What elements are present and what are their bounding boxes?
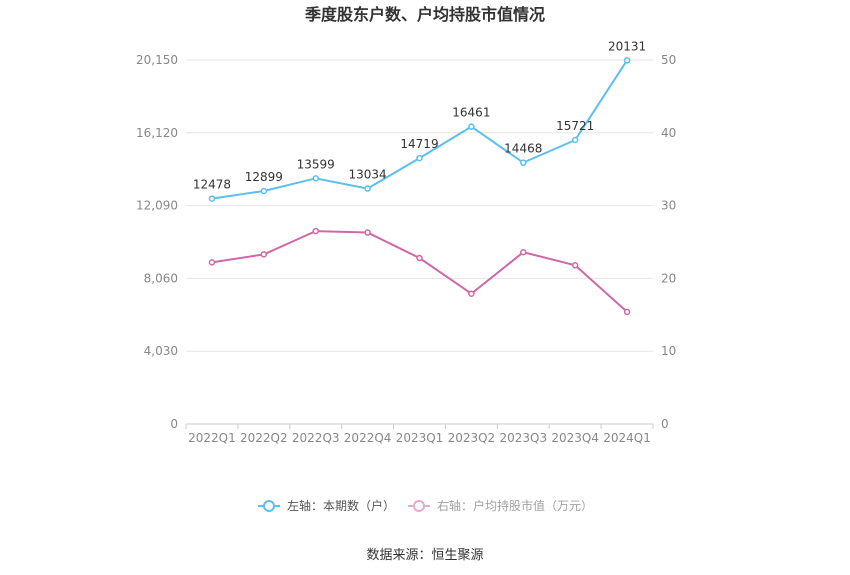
data-point[interactable] <box>416 154 423 162</box>
data-point[interactable] <box>468 290 475 297</box>
data-point[interactable] <box>208 259 216 266</box>
data-label: 13034 <box>349 168 387 182</box>
x-tick-label: 2022Q2 <box>240 431 288 445</box>
data-point[interactable] <box>623 57 631 64</box>
data-label: 20131 <box>608 39 646 53</box>
left-tick-label: 20,150 <box>136 53 178 67</box>
data-point[interactable] <box>364 185 371 192</box>
left-tick-label: 4,030 <box>144 344 178 358</box>
chart-title: 季度股东户数、户均持股市值情况 <box>304 5 545 24</box>
legend-item-0[interactable]: 左轴：本期数（户） <box>258 498 395 513</box>
data-label: 15721 <box>556 119 594 133</box>
left-tick-label: 16,120 <box>136 126 178 140</box>
legend-label: 左轴：本期数（户） <box>287 498 395 513</box>
legend-marker <box>413 500 425 512</box>
data-label: 12899 <box>245 170 283 184</box>
data-point[interactable] <box>312 175 319 182</box>
data-point[interactable] <box>520 248 527 256</box>
data-point[interactable] <box>571 262 579 269</box>
data-label: 12478 <box>193 178 231 192</box>
left-axis: 0 4,030 8,060 12,090 16,120 20,150 <box>136 53 178 431</box>
data-point[interactable] <box>468 123 475 130</box>
grid <box>186 59 653 352</box>
data-point[interactable] <box>520 159 527 166</box>
legend-marker <box>263 500 275 512</box>
data-label: 13599 <box>297 157 335 171</box>
data-point[interactable] <box>416 254 423 262</box>
legend-label: 右轴：户均持股市值（万元） <box>437 498 593 513</box>
data-point[interactable] <box>364 229 371 236</box>
series-layer: 12478 12899 13599 13034 14719 16461 14468 15721… <box>193 39 646 316</box>
data-point[interactable] <box>623 308 631 316</box>
x-tick-label: 2022Q1 <box>188 431 236 445</box>
legend[interactable]: 左轴：本期数（户） 右轴：户均持股市值（万元） <box>258 498 593 513</box>
right-tick-label: 10 <box>661 344 676 358</box>
right-tick-label: 20 <box>661 271 676 285</box>
right-axis: 0 10 20 30 40 50 <box>661 53 676 431</box>
x-tick-label: 2023Q3 <box>499 431 547 445</box>
data-label: 16461 <box>452 106 490 120</box>
data-point[interactable] <box>571 136 579 144</box>
data-point[interactable] <box>208 195 216 202</box>
left-tick-label: 12,090 <box>136 199 178 213</box>
x-tick-label: 2024Q1 <box>603 431 651 445</box>
right-tick-label: 50 <box>661 53 676 67</box>
source-note: 数据来源：恒生聚源 <box>366 548 483 563</box>
series-line-1 <box>211 230 628 313</box>
x-tick-label: 2023Q1 <box>396 431 444 445</box>
legend-item-1[interactable]: 右轴：户均持股市值（万元） <box>408 498 593 513</box>
data-label: 14468 <box>504 142 542 156</box>
left-tick-label: 0 <box>170 417 178 431</box>
left-tick-label: 8,060 <box>144 271 178 285</box>
x-tick-label: 2023Q4 <box>551 431 599 445</box>
right-tick-label: 30 <box>661 199 676 213</box>
right-tick-label: 40 <box>661 126 676 140</box>
x-axis: 2022Q1 2022Q2 2022Q3 2022Q4 2023Q1 2023Q2 2023… <box>185 423 654 445</box>
data-label: 14719 <box>400 137 438 151</box>
x-tick-label: 2022Q4 <box>344 431 392 445</box>
right-tick-label: 0 <box>661 417 669 431</box>
data-point[interactable] <box>260 251 268 258</box>
x-tick-label: 2022Q3 <box>292 431 340 445</box>
data-point[interactable] <box>260 187 268 195</box>
x-tick-label: 2023Q2 <box>448 431 496 445</box>
data-point[interactable] <box>312 227 319 235</box>
